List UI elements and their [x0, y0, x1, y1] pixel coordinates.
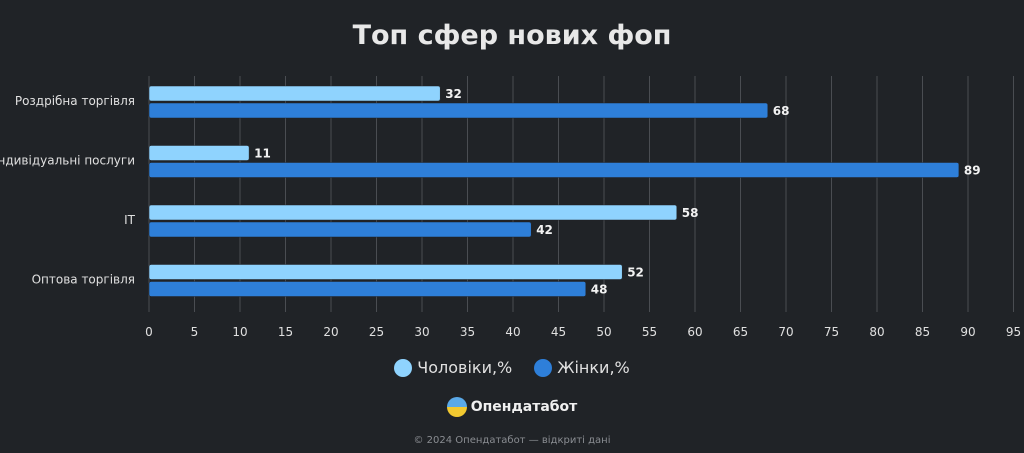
x-tick-label: 45 [551, 325, 566, 339]
data-label: 68 [773, 104, 790, 118]
x-tick-label: 35 [460, 325, 475, 339]
x-tick-label: 40 [505, 325, 520, 339]
legend-label-women: Жінки,% [557, 358, 630, 377]
data-label: 52 [627, 266, 644, 280]
bar [148, 204, 678, 221]
x-tick-label: 85 [915, 325, 930, 339]
x-tick-label: 15 [278, 325, 293, 339]
category-label: Роздрібна торгівля [15, 94, 135, 108]
bar [148, 102, 769, 119]
x-tick-label: 55 [642, 325, 657, 339]
bar [148, 221, 532, 238]
x-tick-label: 5 [191, 325, 199, 339]
x-tick-label: 0 [145, 325, 153, 339]
data-label: 11 [254, 147, 271, 161]
legend-label-men: Чоловіки,% [417, 358, 513, 377]
bar-chart: 0 5 10 15 20 25 30 35 40 45 50 55 60 65 70 75 80 85 90 95 Ро… [0, 76, 1021, 339]
legend: Чоловіки,% Жінки,% [0, 358, 1024, 377]
brand[interactable]: Опендатабот [0, 397, 1024, 417]
category-label: Індивідуальні послуги [0, 154, 135, 168]
category-label: Оптова торгівля [32, 273, 135, 287]
x-tick-label: 50 [596, 325, 611, 339]
x-tick-label: 25 [369, 325, 384, 339]
opendatabot-logo-icon [446, 397, 467, 417]
data-label: 89 [964, 164, 981, 178]
bar [148, 85, 441, 102]
data-label: 58 [682, 206, 699, 220]
brand-name: Опендатабот [470, 399, 578, 415]
x-tick-label: 90 [960, 325, 975, 339]
x-tick-label: 95 [1006, 325, 1021, 339]
x-tick-label: 20 [323, 325, 338, 339]
data-label: 42 [536, 223, 553, 237]
x-tick-label: 80 [869, 325, 884, 339]
x-tick-label: 10 [232, 325, 247, 339]
bar [148, 281, 587, 297]
legend-item-men[interactable]: Чоловіки,% [394, 358, 512, 377]
x-tick-label: 60 [687, 325, 702, 339]
legend-swatch-men [394, 358, 413, 377]
data-label: 32 [445, 87, 462, 101]
legend-item-women[interactable]: Жінки,% [534, 358, 630, 377]
x-tick-label: 65 [733, 325, 748, 339]
legend-swatch-women [534, 358, 553, 377]
category-label: IT [124, 213, 136, 227]
bar [148, 264, 623, 280]
footer: © 2024 Опендатабот — відкриті дані [413, 435, 611, 446]
x-tick-label: 30 [414, 325, 429, 339]
data-label: 48 [591, 283, 608, 297]
x-tick-label: 75 [824, 325, 839, 339]
chart-title: Топ сфер нових фоп [352, 20, 672, 51]
bar [148, 145, 250, 161]
bar [148, 162, 960, 178]
x-tick-label: 70 [778, 325, 793, 339]
